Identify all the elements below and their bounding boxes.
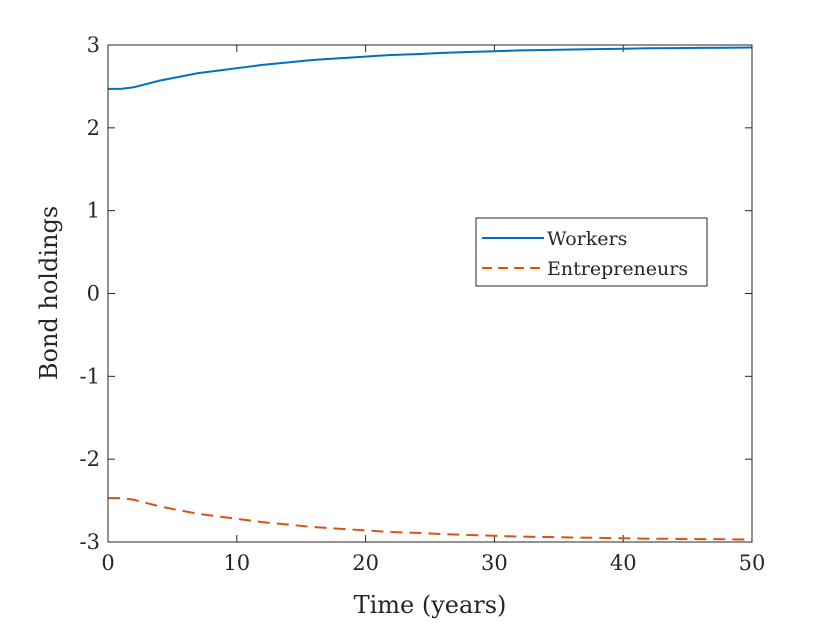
x-tick-label: 30: [481, 551, 508, 575]
series-line-workers: [108, 46, 753, 90]
x-tick-label: 20: [352, 551, 379, 575]
legend-box: [475, 217, 708, 287]
lines-layer: [108, 46, 753, 541]
axes-box: [107, 44, 753, 543]
y-tick-label: -1: [80, 364, 100, 388]
y-tick-label: 2: [87, 116, 100, 140]
y-tick-label: 1: [87, 199, 100, 223]
x-tick-label: 10: [223, 551, 250, 575]
legend-label-workers: Workers: [547, 228, 627, 250]
x-axis-title: Time (years): [354, 591, 507, 619]
y-tick-label: 3: [87, 33, 100, 57]
x-tick-label: 40: [610, 551, 637, 575]
y-tick-label: -3: [80, 530, 100, 554]
series-line-entrepreneurs: [108, 497, 753, 541]
y-axis-title: Bond holdings: [35, 206, 63, 380]
legend-label-entrepreneurs: Entrepreneurs: [547, 258, 688, 280]
y-tick-label: -2: [80, 447, 100, 471]
x-tick-label: 50: [739, 551, 766, 575]
tick-labels-layer: 0 10 20 30 40 50 -3 -2 -1 0 1 2 3: [80, 33, 766, 575]
x-tick-label: 0: [101, 551, 114, 575]
y-tick-label: 0: [87, 282, 100, 306]
plot-area: [108, 45, 752, 542]
legend: Workers Entrepreneurs: [475, 217, 708, 287]
